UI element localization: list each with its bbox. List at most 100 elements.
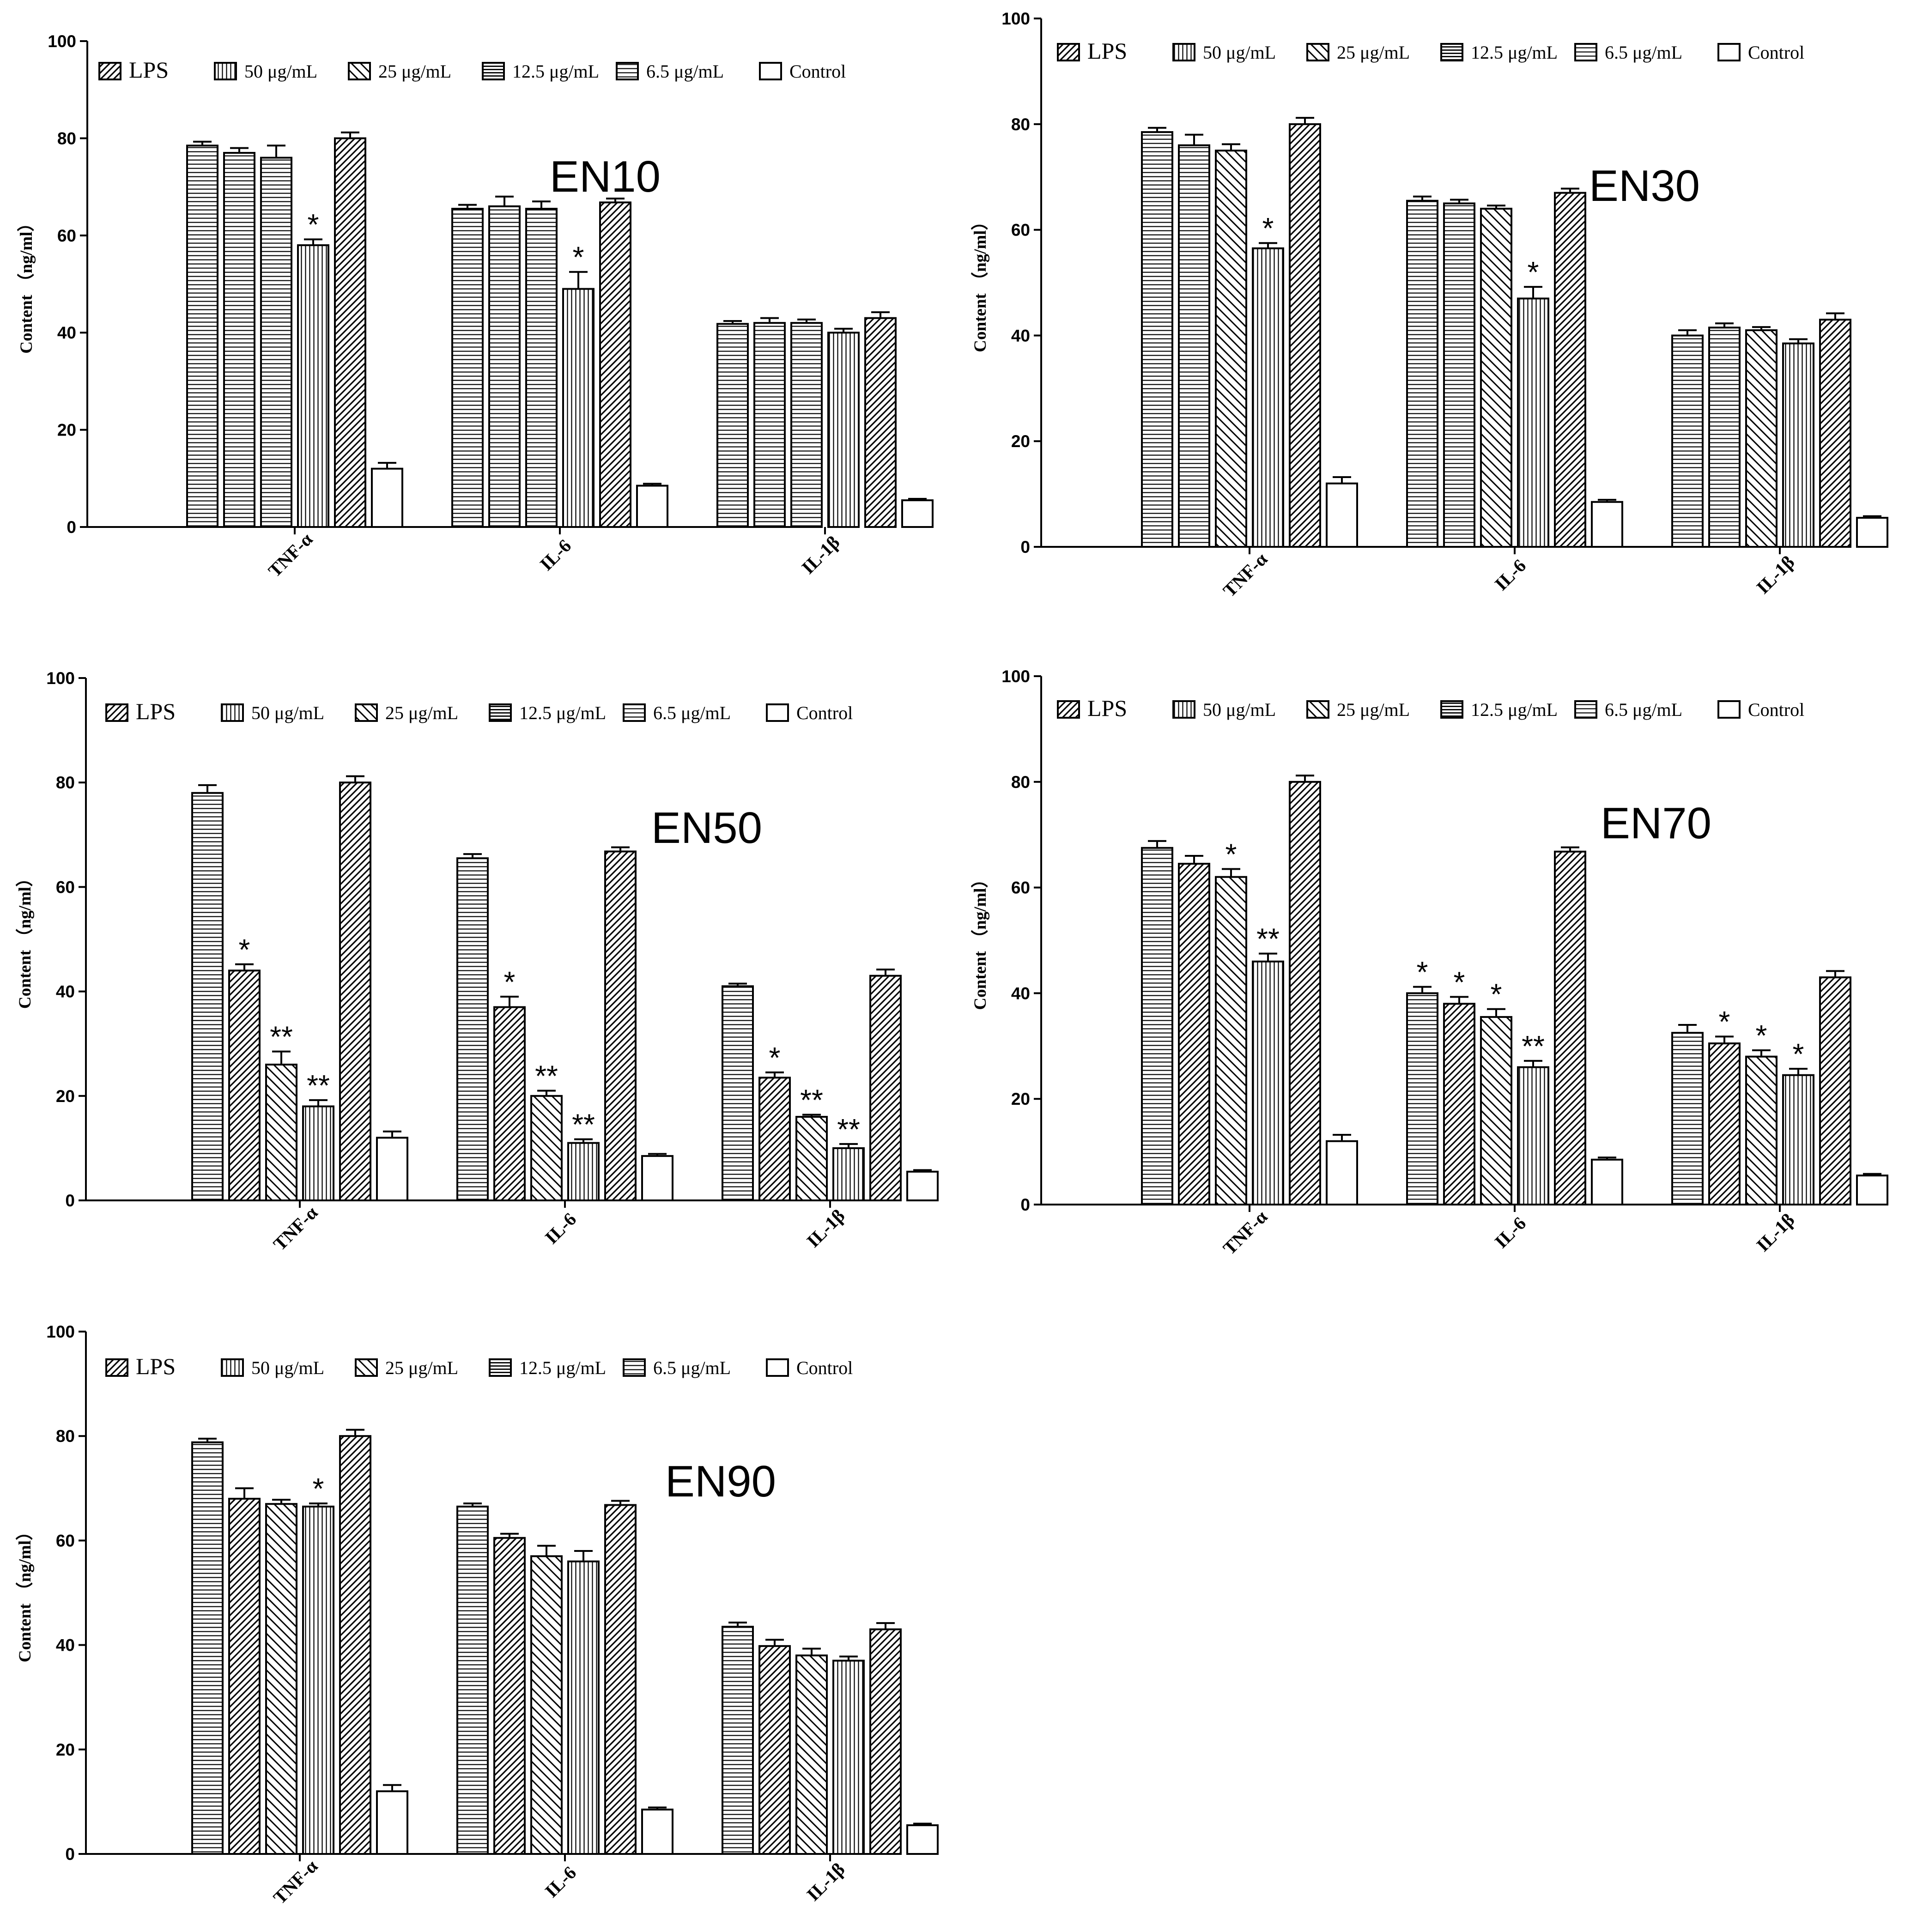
significance-mark: *	[1417, 956, 1428, 989]
legend-label: Control	[796, 703, 853, 723]
bar	[456, 1505, 489, 1855]
legend-swatch	[616, 62, 639, 80]
legend-swatch	[1306, 43, 1329, 61]
bar	[339, 781, 371, 1201]
y-tick-label: 100	[1001, 667, 1030, 686]
y-axis-label: Content （ng/ml）	[15, 1523, 35, 1662]
y-tick-label: 80	[57, 129, 76, 148]
y-tick-label: 100	[46, 1322, 75, 1341]
legend-swatch	[759, 62, 782, 80]
legend-label: 12.5 μg/mL	[519, 1357, 606, 1378]
bar	[302, 1505, 334, 1855]
x-tick-label: IL-6	[1491, 555, 1530, 594]
bar	[869, 1628, 902, 1855]
legend-swatch	[355, 703, 378, 722]
significance-mark: *	[1225, 838, 1237, 871]
legend-label: 12.5 μg/mL	[519, 703, 606, 723]
legend-swatch	[1172, 43, 1195, 61]
legend-label: 50 μg/mL	[1203, 42, 1276, 63]
bar	[1671, 1032, 1704, 1205]
y-tick-label: 20	[1011, 432, 1030, 451]
x-tick-label: IL-6	[541, 1209, 580, 1248]
bar	[562, 288, 595, 528]
y-tick-label: 40	[1011, 326, 1030, 345]
x-tick-label: IL-1β	[797, 532, 843, 578]
chart-title: EN30	[1589, 161, 1700, 211]
y-axis-label: Content （ng/ml）	[971, 213, 990, 352]
y-tick-label: 60	[1011, 221, 1030, 240]
bar	[795, 1116, 828, 1202]
bar	[1480, 207, 1512, 548]
bar	[1517, 297, 1549, 548]
significance-mark: **	[1522, 1030, 1545, 1063]
bar	[1554, 192, 1586, 548]
legend-label: 25 μg/mL	[378, 61, 451, 82]
legend-swatch	[221, 1358, 244, 1377]
bar	[795, 1654, 828, 1855]
bar	[1215, 150, 1247, 548]
y-axis-label: Content （ng/ml）	[971, 871, 990, 1010]
significance-mark: *	[573, 241, 584, 274]
y-tick-label: 60	[56, 878, 75, 896]
y-tick-label: 40	[56, 1636, 75, 1655]
y-tick-label: 80	[56, 773, 75, 792]
bar	[1141, 847, 1173, 1206]
bar	[869, 975, 902, 1201]
significance-mark: *	[308, 208, 319, 241]
legend-swatch	[355, 1358, 378, 1377]
legend-swatch	[1440, 700, 1463, 719]
legend-label: Control	[1748, 42, 1804, 63]
legend-label: 12.5 μg/mL	[1471, 42, 1558, 63]
bar	[906, 1824, 939, 1855]
significance-mark: *	[504, 965, 516, 999]
significance-mark: **	[800, 1084, 823, 1117]
bar	[265, 1063, 297, 1201]
bar	[1480, 1016, 1512, 1205]
bar	[1591, 1158, 1623, 1206]
bar	[191, 792, 224, 1201]
bar	[722, 1626, 754, 1855]
bar	[530, 1555, 563, 1855]
bar	[376, 1137, 408, 1202]
legend-swatch	[348, 62, 371, 80]
bar	[493, 1006, 526, 1202]
bar	[758, 1645, 791, 1855]
bar	[1178, 144, 1210, 548]
y-tick-label: 0	[65, 1191, 75, 1210]
x-tick-label: TNF-α	[269, 1202, 322, 1255]
significance-mark: **	[1256, 922, 1280, 956]
chart-title: EN90	[665, 1457, 776, 1506]
y-tick-label: 60	[57, 226, 76, 245]
legend-swatch	[221, 703, 244, 722]
legend-label: 6.5 μg/mL	[1605, 42, 1682, 63]
y-axis-label: Content （ng/ml）	[15, 870, 35, 1009]
significance-mark: *	[1719, 1005, 1730, 1038]
legend-label: LPS	[1087, 695, 1127, 721]
y-tick-label: 100	[1001, 9, 1030, 28]
bar	[228, 1497, 261, 1855]
panel-en30: 0 20 40 60 80 100 Content （ng/ml） * TNF-α * IL-6 IL…	[971, 9, 1888, 601]
legend-label: 25 μg/mL	[1337, 699, 1410, 720]
bar	[488, 205, 521, 528]
legend-label: 25 μg/mL	[385, 703, 458, 723]
y-tick-label: 40	[1011, 984, 1030, 1003]
y-tick-label: 80	[56, 1427, 75, 1446]
y-tick-label: 20	[1011, 1090, 1030, 1108]
legend-label: 6.5 μg/mL	[1605, 699, 1682, 720]
chart-title: EN70	[1601, 799, 1711, 848]
bar	[1178, 863, 1210, 1205]
y-tick-label: 40	[57, 323, 76, 342]
bar	[1554, 850, 1586, 1205]
legend-swatch	[482, 62, 505, 80]
bar	[1141, 131, 1173, 548]
bar	[1591, 501, 1623, 548]
legend-swatch	[1172, 700, 1195, 719]
bar	[456, 857, 489, 1201]
y-tick-label: 20	[56, 1740, 75, 1759]
legend-label: LPS	[1087, 38, 1127, 64]
bar	[1289, 781, 1321, 1206]
y-tick-label: 0	[1020, 538, 1030, 557]
legend-swatch	[1574, 700, 1597, 719]
